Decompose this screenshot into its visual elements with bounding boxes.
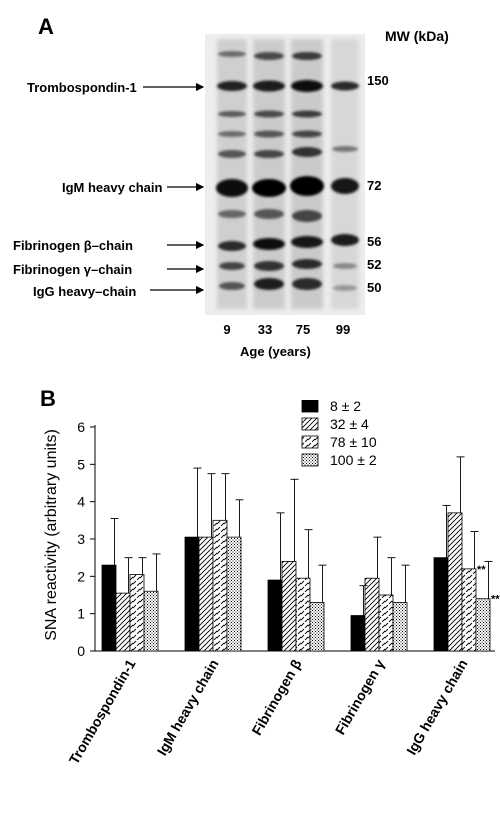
mw-label-150: 150 [367, 73, 389, 88]
y-tick-label: 2 [77, 568, 85, 584]
bar [447, 512, 463, 652]
bar [101, 564, 117, 652]
band-label-fibrinogen-gamma: Fibrinogen γ–chain [13, 262, 133, 277]
y-tick-label: 4 [77, 494, 85, 510]
bar [129, 574, 145, 652]
x-tick-label: Trombospondin-1 [66, 656, 139, 767]
bar [295, 577, 311, 652]
band-label-trombospondin: Trombospondin-1 [27, 80, 137, 95]
bar [475, 598, 491, 652]
bar [392, 602, 408, 652]
x-tick-label: Fibrinogen γ [332, 656, 388, 737]
lane-label-9: 9 [223, 322, 231, 337]
legend-label: 100 ± 2 [330, 452, 377, 468]
bar [226, 536, 242, 652]
lane-axis-title: Age (years) [240, 344, 311, 359]
western-blot-image [205, 34, 365, 315]
significance-marker: ** [477, 564, 486, 576]
x-tick-label: IgG heavy chain [403, 657, 471, 758]
band-arrows [143, 82, 205, 295]
bar [198, 536, 214, 652]
x-tick-label: IgM heavy chain [154, 657, 222, 759]
legend-swatch [301, 453, 319, 467]
bar [350, 615, 366, 652]
bar [461, 568, 477, 652]
y-tick-label: 3 [77, 531, 85, 547]
mw-label-50: 50 [367, 280, 382, 295]
bar [433, 557, 449, 652]
y-tick-label: 1 [77, 606, 85, 622]
bar [184, 536, 200, 652]
panel-a-letter: A [38, 14, 54, 39]
y-axis-title: SNA reactivity (arbitrary units) [43, 429, 60, 641]
significance-marker: ** [491, 594, 500, 606]
legend-label: 8 ± 2 [330, 400, 361, 414]
y-tick-label: 5 [77, 456, 85, 472]
x-tick-label: Fibrinogen β [248, 656, 304, 738]
bar [143, 590, 159, 652]
band-label-fibrinogen-beta: Fibrinogen β–chain [13, 238, 133, 253]
mw-label-56: 56 [367, 234, 382, 249]
bar [267, 579, 283, 652]
legend-swatch [301, 400, 319, 413]
mw-label-52: 52 [367, 257, 382, 272]
lane-label-33: 33 [257, 322, 273, 337]
y-tick-label: 0 [77, 643, 85, 659]
band-label-igg: IgG heavy–chain [33, 284, 137, 299]
bar [212, 519, 228, 652]
band-label-igm: IgM heavy chain [62, 180, 163, 195]
panel-b-letter: B [40, 386, 56, 411]
mw-label-72: 72 [367, 178, 382, 193]
legend-swatch [301, 417, 319, 431]
legend-label: 78 ± 10 [330, 434, 377, 450]
bar [281, 560, 297, 652]
bar [115, 592, 131, 652]
bar [309, 602, 325, 652]
lane-label-99: 99 [335, 322, 351, 337]
mw-header: MW (kDa) [385, 28, 449, 44]
legend-label: 32 ± 4 [330, 416, 369, 432]
bar [364, 577, 380, 652]
legend-swatch [301, 435, 319, 449]
y-tick-label: 6 [77, 419, 85, 435]
lane-label-75: 75 [295, 322, 311, 337]
bar [378, 594, 394, 652]
bar-chart: SNA reactivity (arbitrary units) 0 1 2 3 4 5 6… [43, 400, 500, 767]
